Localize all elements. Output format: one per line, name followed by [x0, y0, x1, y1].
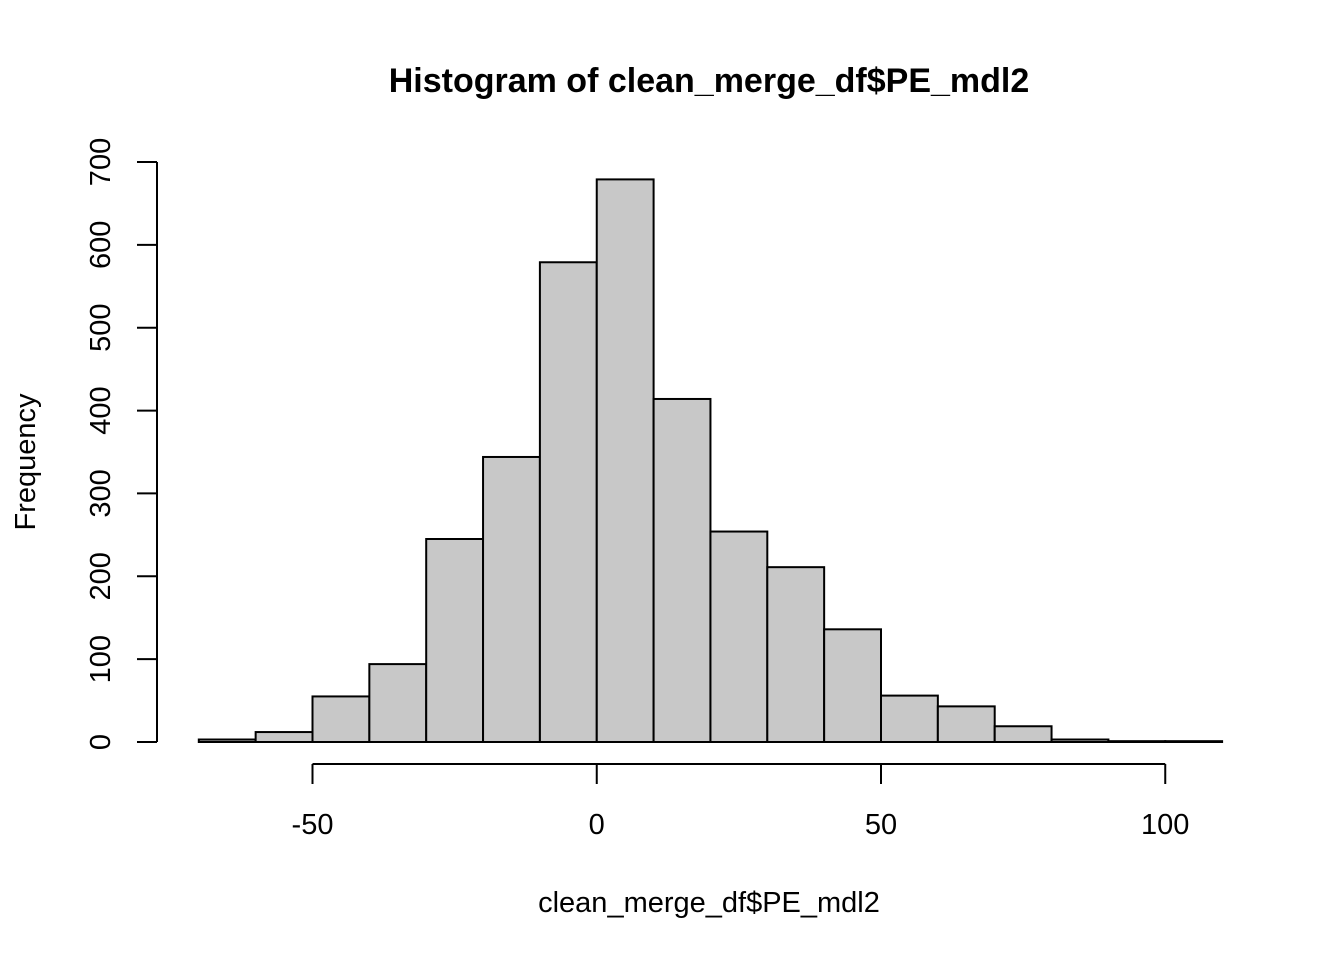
x-axis-label: clean_merge_df$PE_mdl2	[538, 887, 880, 919]
histogram-bar	[1107, 740, 1167, 743]
histogram-bar	[880, 694, 939, 743]
x-tick-label: 50	[865, 809, 897, 841]
y-axis: 0 100 200 300 400 500 600 700	[85, 138, 158, 750]
histogram-bar	[538, 261, 598, 743]
histogram-bar	[368, 663, 428, 743]
histogram-bar	[766, 566, 826, 743]
x-axis: -50 0 50 100	[292, 763, 1189, 841]
histogram-bar	[482, 455, 541, 743]
x-tick-label: 100	[1141, 809, 1189, 841]
histogram-bar	[993, 725, 1053, 744]
y-tick-label: 600	[85, 221, 117, 269]
y-tick-label: 0	[85, 734, 117, 750]
y-tick-label: 300	[85, 469, 117, 517]
histogram-bars	[197, 178, 1224, 744]
y-tick-label: 700	[85, 138, 117, 186]
histogram-bar	[1050, 738, 1110, 744]
histogram-bar	[197, 738, 257, 744]
histogram-bar	[936, 705, 996, 743]
y-tick-label: 500	[85, 304, 117, 352]
histogram-bar	[595, 178, 655, 743]
histogram-bar	[823, 628, 883, 743]
y-axis-label: Frequency	[10, 393, 42, 531]
histogram-bar	[254, 731, 314, 743]
histogram-bar	[709, 530, 769, 743]
y-tick-label: 200	[85, 552, 117, 600]
histogram-bar	[425, 538, 485, 743]
x-tick-label: 0	[589, 809, 605, 841]
histogram-bar	[311, 695, 371, 743]
x-tick-label: -50	[292, 809, 334, 841]
y-tick-label: 400	[85, 386, 117, 434]
y-tick-label: 100	[85, 635, 117, 683]
chart-title: Histogram of clean_merge_df$PE_mdl2	[389, 62, 1030, 100]
histogram-bar	[652, 397, 712, 743]
histogram-bar	[1164, 740, 1224, 743]
